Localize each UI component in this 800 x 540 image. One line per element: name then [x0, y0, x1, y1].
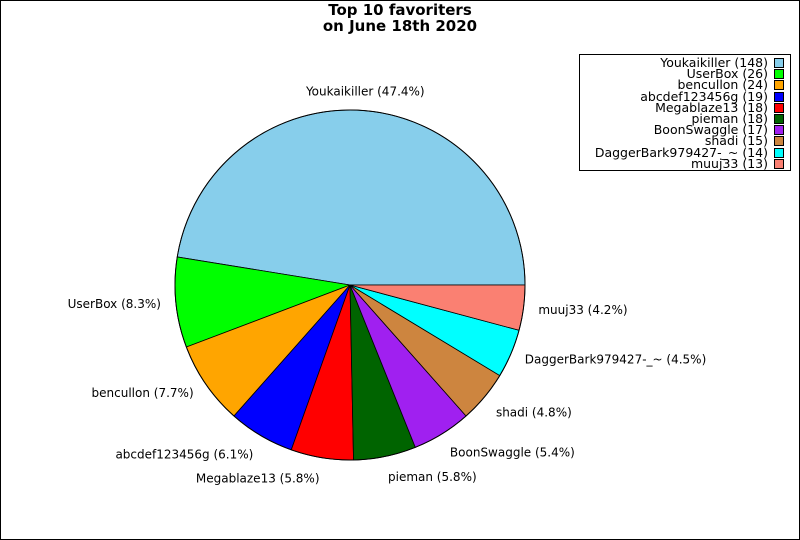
legend-label-9: muuj33 (13)	[690, 155, 768, 171]
chart-title: Top 10 favoriters on June 18th 2020	[0, 2, 800, 34]
pie-label-8: DaggerBark979427-_~ (4.5%)	[525, 352, 706, 366]
legend-swatch-2	[774, 80, 784, 91]
legend-label-8: DaggerBark979427-_~ (14)	[594, 144, 768, 160]
legend-item-8: DaggerBark979427-_~ (14)	[580, 144, 790, 160]
legend-swatch-6	[774, 125, 784, 136]
pie-label-5: pieman (5.8%)	[388, 470, 477, 484]
pie-label-0: Youkaikiller (47.4%)	[305, 85, 425, 99]
legend-label-2: bencullon (24)	[677, 77, 769, 93]
legend-item-6: BoonSwaggle (17)	[580, 122, 790, 138]
legend-label-5: pieman (18)	[691, 110, 769, 126]
legend-swatch-5	[774, 113, 784, 124]
legend-item-9: muuj33 (13)	[580, 155, 790, 171]
pie-slice-0	[176, 109, 526, 286]
legend-item-2: bencullon (24)	[580, 77, 790, 93]
pie-label-1: UserBox (8.3%)	[68, 297, 161, 311]
chart-title-line-1: Top 10 favoriters	[328, 1, 472, 19]
legend-swatch-8	[774, 147, 784, 158]
chart-title-line-2: on June 18th 2020	[322, 17, 478, 35]
pie-label-6: BoonSwaggle (5.4%)	[450, 446, 575, 460]
legend-swatch-0	[774, 58, 784, 68]
legend-item-1: UserBox (26)	[580, 66, 790, 82]
pie-label-3: abcdef123456g (6.1%)	[115, 448, 253, 462]
legend-swatch-7	[774, 136, 784, 147]
legend-label-4: Megablaze13 (18)	[655, 99, 768, 115]
legend-swatch-9	[774, 158, 784, 169]
legend-item-7: shadi (15)	[580, 133, 790, 149]
pie-labels: Youkaikiller (47.4%) UserBox (8.3%) bencul…	[68, 85, 707, 486]
pie-label-2: bencullon (7.7%)	[92, 386, 194, 400]
legend-item-3: abcdef123456g (19)	[580, 88, 790, 104]
legend-label-6: BoonSwaggle (17)	[653, 122, 768, 138]
pie-label-7: shadi (4.8%)	[496, 406, 572, 420]
legend-swatch-3	[774, 91, 784, 102]
legend-label-3: abcdef123456g (19)	[640, 88, 768, 104]
pie-label-9: muuj33 (4.2%)	[538, 303, 627, 317]
legend-item-5: pieman (18)	[580, 110, 790, 126]
legend-swatch-4	[774, 102, 784, 113]
legend-label-7: shadi (15)	[704, 133, 768, 149]
pie-outline	[174, 109, 526, 461]
legend: Youkaikiller (148) UserBox (26) bencullon …	[579, 54, 791, 171]
legend-item-4: Megablaze13 (18)	[580, 99, 790, 115]
pie-label-4: Megablaze13 (5.8%)	[196, 472, 320, 486]
legend-label-1: UserBox (26)	[686, 66, 768, 82]
legend-swatch-1	[774, 69, 784, 80]
legend-label-0: Youkaikiller (148)	[660, 55, 768, 70]
pie-slices	[174, 109, 526, 461]
legend-item-0: Youkaikiller (148)	[580, 55, 790, 70]
